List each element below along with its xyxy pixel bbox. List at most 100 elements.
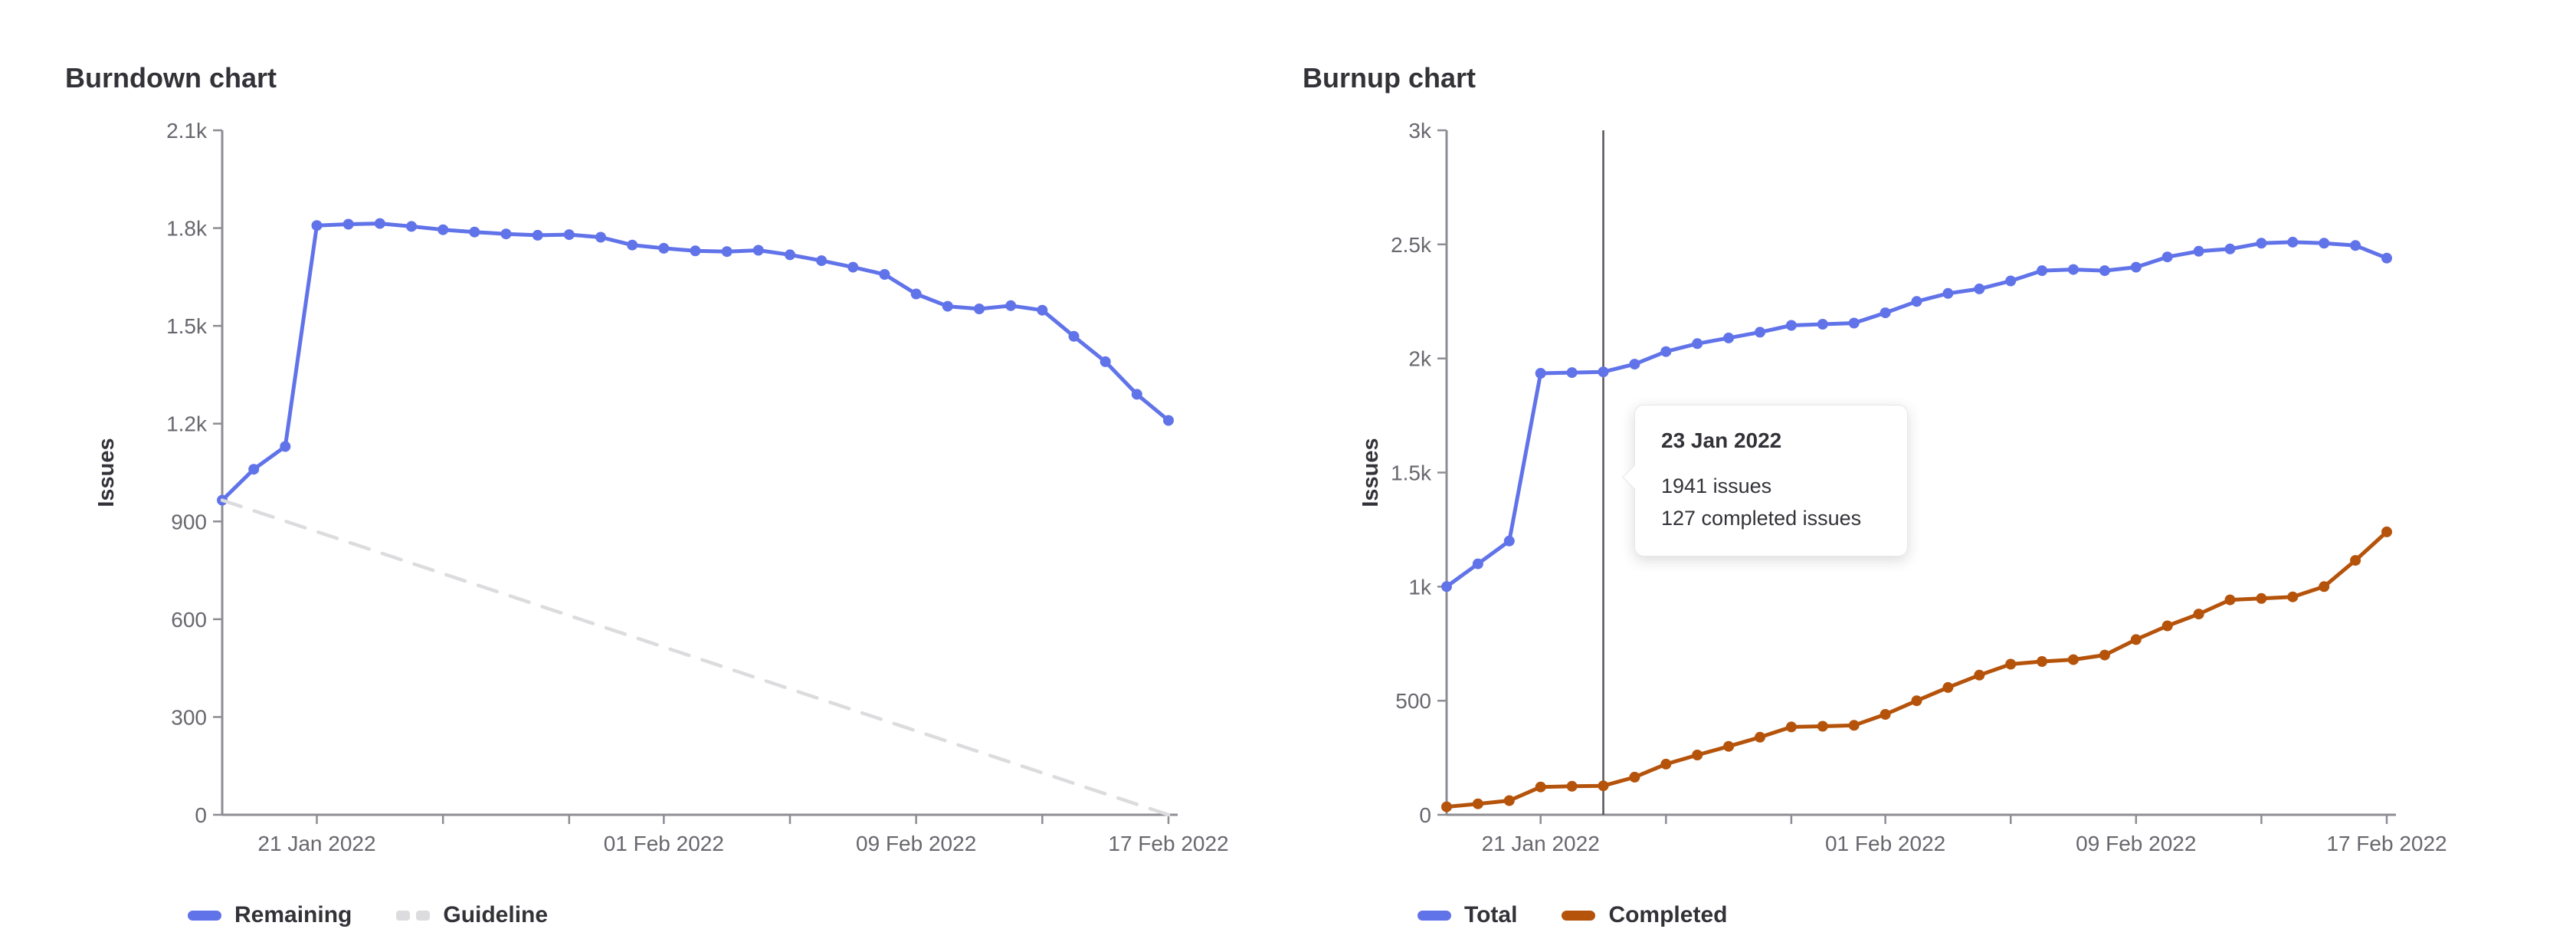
completed-series-point[interactable] bbox=[1785, 721, 1797, 733]
completed-series-point[interactable] bbox=[1911, 695, 1922, 707]
completed-series-point[interactable] bbox=[1723, 740, 1735, 752]
completed-series-point[interactable] bbox=[1503, 795, 1515, 806]
total-series-point[interactable] bbox=[2224, 243, 2236, 254]
legend-item-guideline[interactable]: Guideline bbox=[396, 901, 548, 929]
remaining-series-point[interactable] bbox=[532, 229, 543, 241]
remaining-series-point[interactable] bbox=[1005, 300, 1017, 311]
completed-series-point[interactable] bbox=[1660, 758, 1672, 770]
completed-series-point[interactable] bbox=[1880, 709, 1891, 720]
remaining-series-point[interactable] bbox=[311, 220, 323, 231]
total-series-point[interactable] bbox=[2287, 236, 2299, 248]
total-series-point[interactable] bbox=[1974, 283, 1985, 294]
remaining-series-point[interactable] bbox=[879, 269, 890, 280]
total-series-point[interactable] bbox=[2381, 252, 2392, 264]
remaining-series-point[interactable] bbox=[816, 255, 828, 267]
total-series-point[interactable] bbox=[1785, 320, 1797, 331]
completed-series-point[interactable] bbox=[1472, 798, 1483, 809]
remaining-series-point[interactable] bbox=[595, 231, 606, 243]
total-series-point[interactable] bbox=[2130, 261, 2142, 273]
completed-series-point[interactable] bbox=[1598, 780, 1609, 792]
remaining-series-point[interactable] bbox=[1068, 330, 1080, 342]
remaining-series-point[interactable] bbox=[563, 229, 575, 241]
completed-series-point[interactable] bbox=[2224, 594, 2236, 606]
completed-series-point[interactable] bbox=[1535, 781, 1546, 793]
legend-item-completed[interactable]: Completed bbox=[1562, 901, 1727, 929]
completed-series-point[interactable] bbox=[2381, 526, 2392, 537]
completed-series-point[interactable] bbox=[1692, 750, 1703, 760]
remaining-series-point[interactable] bbox=[942, 300, 953, 312]
total-series-point[interactable] bbox=[1880, 307, 1891, 319]
total-series-point[interactable] bbox=[1692, 338, 1703, 350]
remaining-series-point[interactable] bbox=[690, 245, 701, 257]
total-series-point[interactable] bbox=[1629, 359, 1640, 370]
remaining-series-point[interactable] bbox=[500, 228, 512, 240]
completed-series-point[interactable] bbox=[2287, 591, 2299, 602]
remaining-series-point[interactable] bbox=[406, 221, 417, 232]
completed-series-point[interactable] bbox=[2256, 593, 2267, 604]
total-series-point[interactable] bbox=[1566, 367, 1578, 379]
total-series-point[interactable] bbox=[2350, 240, 2361, 251]
remaining-series-point[interactable] bbox=[438, 224, 449, 235]
remaining-series-point[interactable] bbox=[847, 261, 859, 273]
remaining-series-point[interactable] bbox=[374, 218, 385, 229]
completed-series-point[interactable] bbox=[2193, 609, 2204, 620]
total-series-point[interactable] bbox=[1911, 296, 1922, 307]
remaining-series-point[interactable] bbox=[1163, 415, 1174, 426]
total-series-point[interactable] bbox=[2319, 238, 2330, 249]
total-series-point[interactable] bbox=[1817, 319, 1828, 330]
total-series-point[interactable] bbox=[1660, 346, 1672, 357]
remaining-series-point[interactable] bbox=[342, 218, 354, 230]
remaining-series-point[interactable] bbox=[1037, 304, 1048, 316]
completed-series-point[interactable] bbox=[1817, 721, 1828, 732]
total-series-point[interactable] bbox=[1503, 535, 1515, 547]
completed-series-point[interactable] bbox=[2350, 555, 2361, 566]
completed-series-point[interactable] bbox=[1629, 771, 1640, 783]
completed-series-point[interactable] bbox=[2319, 581, 2330, 593]
completed-series-point[interactable] bbox=[1441, 801, 1452, 812]
completed-series-point[interactable] bbox=[1848, 720, 1860, 731]
total-series-line[interactable] bbox=[1444, 240, 2389, 589]
total-series-point[interactable] bbox=[2256, 238, 2267, 249]
legend-item-remaining[interactable]: Remaining bbox=[188, 901, 352, 929]
total-series-point[interactable] bbox=[2068, 264, 2079, 275]
remaining-series-line[interactable] bbox=[220, 222, 1171, 503]
remaining-series-point[interactable] bbox=[910, 288, 922, 300]
total-series-point[interactable] bbox=[2099, 265, 2110, 277]
completed-series-point[interactable] bbox=[1942, 681, 1954, 693]
completed-series-point[interactable] bbox=[1974, 669, 1985, 681]
completed-series-point[interactable] bbox=[2037, 656, 2048, 667]
completed-series-point[interactable] bbox=[2005, 658, 2017, 670]
total-series-point[interactable] bbox=[1441, 581, 1452, 593]
remaining-series-point[interactable] bbox=[721, 246, 732, 258]
remaining-series-point[interactable] bbox=[627, 239, 638, 251]
total-series-point[interactable] bbox=[2161, 251, 2173, 263]
total-series-point[interactable] bbox=[1848, 317, 1860, 329]
remaining-series-point[interactable] bbox=[1131, 389, 1142, 400]
remaining-series-point[interactable] bbox=[469, 226, 480, 238]
total-series-point[interactable] bbox=[2037, 265, 2048, 277]
completed-series-point[interactable] bbox=[2099, 649, 2110, 661]
remaining-series-point[interactable] bbox=[658, 242, 670, 254]
completed-series-point[interactable] bbox=[2068, 654, 2079, 665]
completed-series-point[interactable] bbox=[1566, 780, 1578, 792]
total-series-point[interactable] bbox=[1472, 558, 1483, 570]
completed-series-point[interactable] bbox=[2161, 620, 2173, 632]
completed-series-line[interactable] bbox=[1444, 530, 2389, 809]
remaining-series-point[interactable] bbox=[974, 304, 985, 314]
remaining-series-point[interactable] bbox=[1100, 356, 1111, 367]
completed-series-point[interactable] bbox=[1755, 731, 1765, 743]
completed-series-point[interactable] bbox=[2130, 634, 2142, 645]
total-series-point[interactable] bbox=[2193, 245, 2204, 257]
remaining-series-point[interactable] bbox=[280, 441, 291, 452]
legend-item-total[interactable]: Total bbox=[1417, 901, 1517, 929]
total-series-point[interactable] bbox=[2005, 275, 2017, 287]
total-series-point[interactable] bbox=[1942, 287, 1954, 299]
guideline-series-line[interactable] bbox=[220, 498, 1171, 817]
remaining-series-point[interactable] bbox=[752, 245, 764, 256]
remaining-series-point[interactable] bbox=[785, 249, 795, 261]
total-series-point[interactable] bbox=[1723, 332, 1735, 343]
total-series-point[interactable] bbox=[1598, 366, 1609, 378]
total-series-point[interactable] bbox=[1535, 368, 1546, 379]
remaining-series-point[interactable] bbox=[248, 464, 260, 475]
total-series-point[interactable] bbox=[1755, 327, 1765, 338]
